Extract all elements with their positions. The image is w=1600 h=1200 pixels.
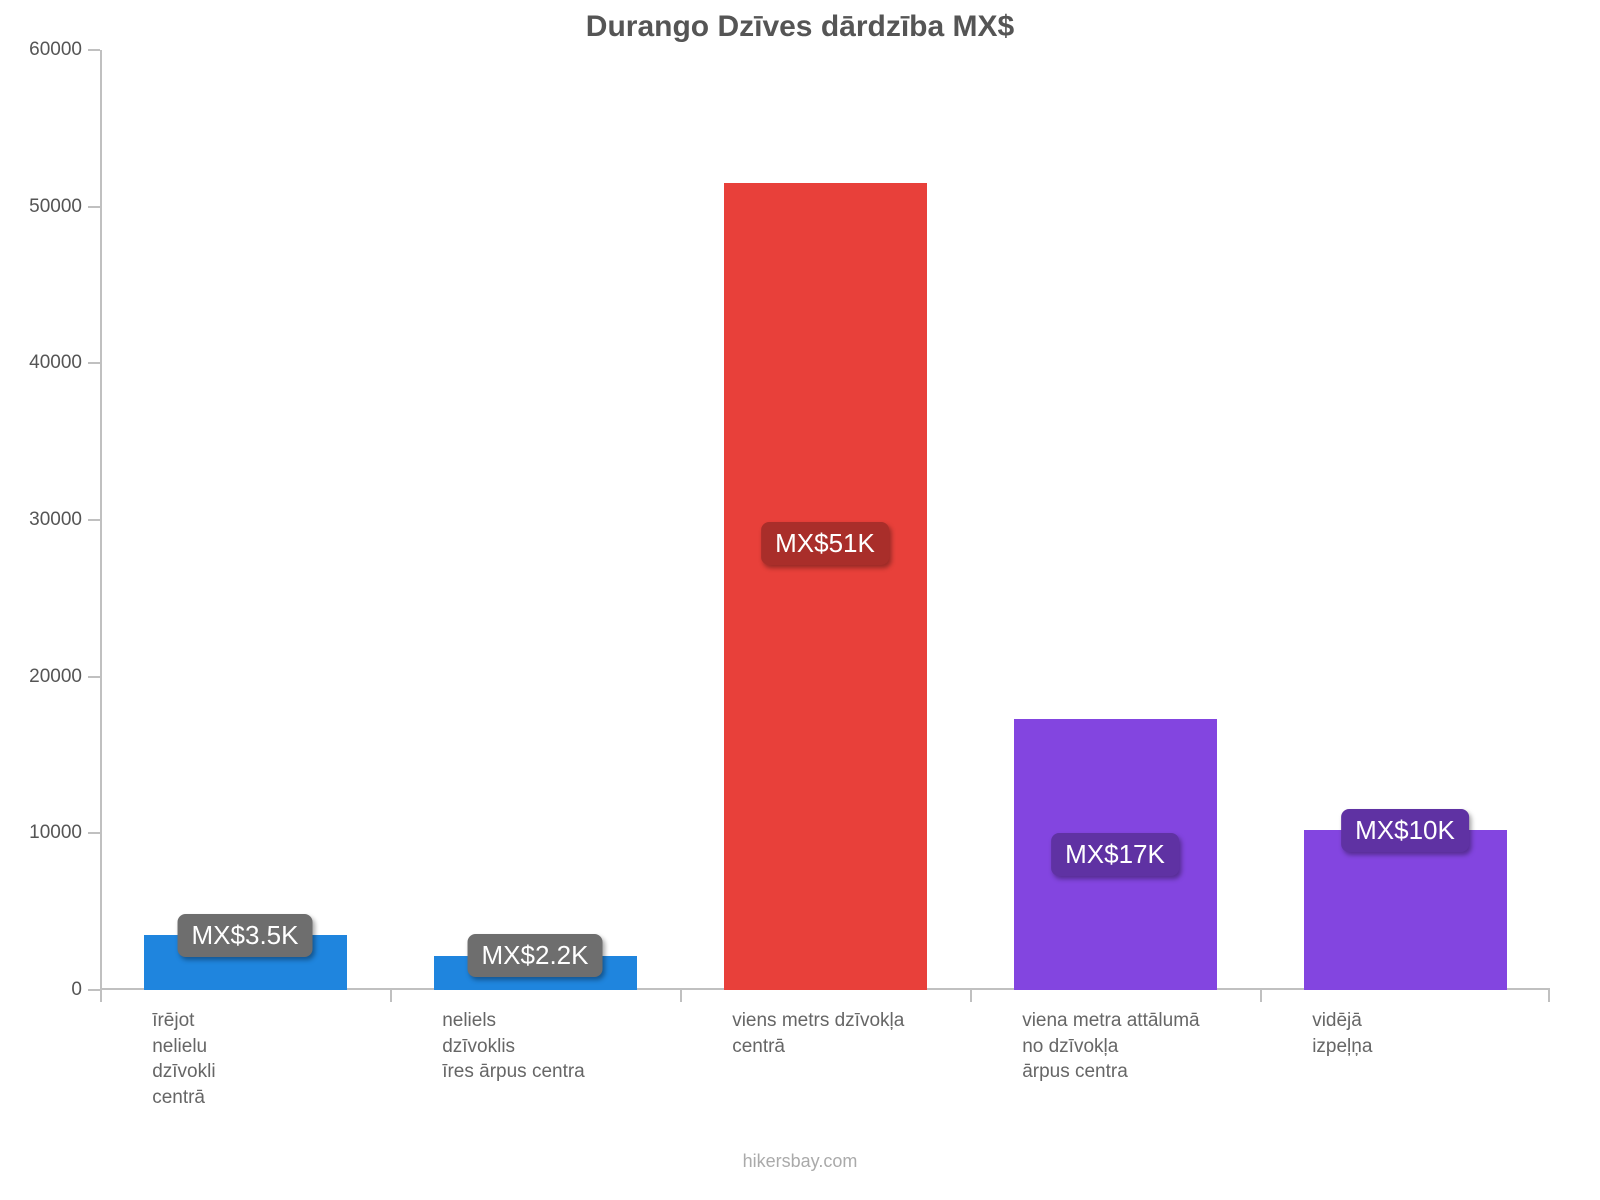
y-tick-label: 0 [0, 979, 82, 1001]
y-tick [88, 989, 100, 991]
bar [1304, 830, 1507, 990]
category-label: īrējot nelielu dzīvokli centrā [152, 990, 413, 1111]
bar-value-label: MX$51K [761, 522, 889, 565]
y-tick-label: 20000 [0, 666, 82, 688]
category-label: neliels dzīvoklis īres ārpus centra [442, 990, 703, 1085]
x-tick [680, 990, 682, 1002]
y-tick-label: 50000 [0, 196, 82, 218]
chart-title: Durango Dzīves dārdzība MX$ [0, 10, 1600, 44]
x-tick [1260, 990, 1262, 1002]
bar-value-label: MX$10K [1341, 809, 1469, 852]
attribution: hikersbay.com [0, 1151, 1600, 1172]
y-tick [88, 206, 100, 208]
x-tick [390, 990, 392, 1002]
category-label: viena metra attālumā no dzīvokļa ārpus c… [1022, 990, 1283, 1085]
y-axis [100, 50, 102, 990]
y-tick-label: 30000 [0, 509, 82, 531]
y-tick [88, 676, 100, 678]
bar-value-label: MX$17K [1051, 833, 1179, 876]
x-tick [100, 990, 102, 1002]
category-label: vidējā izpeļņa [1312, 990, 1573, 1059]
y-tick-label: 60000 [0, 39, 82, 61]
category-label: viens metrs dzīvokļa centrā [732, 990, 993, 1059]
y-tick [88, 49, 100, 51]
bar [724, 183, 927, 990]
plot-area: 0100002000030000400005000060000MX$3.5Kīr… [100, 50, 1550, 990]
y-tick [88, 519, 100, 521]
y-tick [88, 362, 100, 364]
chart-container: Durango Dzīves dārdzība MX$ 010000200003… [0, 0, 1600, 1200]
x-tick [1548, 990, 1550, 1002]
y-tick-label: 10000 [0, 822, 82, 844]
bar-value-label: MX$2.2K [468, 934, 603, 977]
x-tick [970, 990, 972, 1002]
y-tick-label: 40000 [0, 352, 82, 374]
bar-value-label: MX$3.5K [178, 914, 313, 957]
y-tick [88, 832, 100, 834]
